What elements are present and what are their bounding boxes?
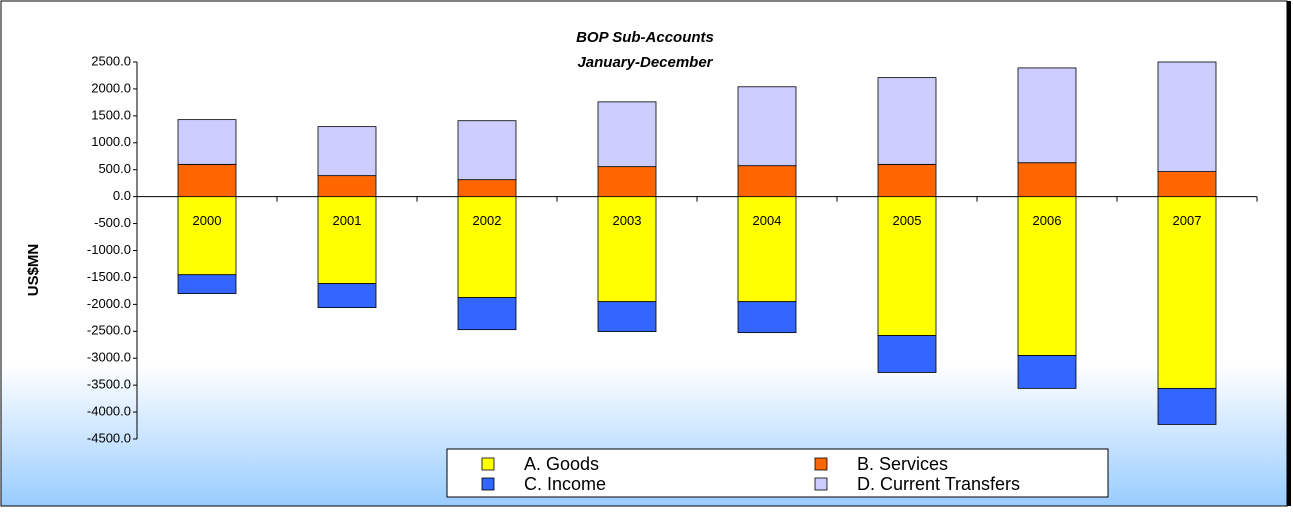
- y-tick-label: -3500.0: [87, 377, 131, 392]
- bar: [1157, 171, 1217, 198]
- legend-swatch: [814, 477, 828, 491]
- y-tick-label: -4500.0: [87, 430, 131, 445]
- category-label: 2000: [193, 213, 222, 228]
- bar: [877, 196, 937, 336]
- legend-swatch: [481, 477, 495, 491]
- legend: [446, 448, 1109, 498]
- y-tick-label: -500.0: [94, 215, 131, 230]
- y-tick-label: -2500.0: [87, 323, 131, 338]
- bar: [317, 175, 377, 198]
- category-label: 2004: [753, 213, 782, 228]
- bar: [177, 119, 237, 165]
- legend-label: B. Services: [857, 454, 948, 474]
- y-axis-label: US$MN: [25, 244, 42, 297]
- bar: [737, 86, 797, 167]
- bar: [317, 283, 377, 308]
- bar: [597, 101, 657, 168]
- y-tick-label: 500.0: [98, 161, 131, 176]
- category-label: 2001: [333, 213, 362, 228]
- y-tick-label: -2000.0: [87, 296, 131, 311]
- bar: [1157, 61, 1217, 172]
- bar: [177, 163, 237, 198]
- border-edge: [1287, 1, 1291, 506]
- legend-label: C. Income: [524, 474, 606, 494]
- category-label: 2007: [1173, 213, 1202, 228]
- bar: [1017, 67, 1077, 164]
- bar: [1157, 387, 1217, 425]
- y-tick-label: 2000.0: [91, 80, 131, 95]
- y-tick-label: -3000.0: [87, 350, 131, 365]
- category-label: 2003: [613, 213, 642, 228]
- bar: [737, 165, 797, 198]
- bar: [877, 335, 937, 373]
- bar: [317, 126, 377, 177]
- bar: [737, 196, 797, 303]
- bar: [1017, 355, 1077, 389]
- bar: [457, 297, 517, 331]
- y-tick-label: 1000.0: [91, 134, 131, 149]
- bar: [177, 274, 237, 294]
- y-tick-label: 2500.0: [91, 53, 131, 68]
- bar: [597, 301, 657, 332]
- y-tick-label: 1500.0: [91, 107, 131, 122]
- legend-label: A. Goods: [524, 454, 599, 474]
- y-tick-label: 0.0: [113, 188, 131, 203]
- legend-swatch: [814, 457, 828, 471]
- bar: [1017, 162, 1077, 198]
- bar: [177, 196, 237, 276]
- bar: [1017, 196, 1077, 356]
- y-tick-label: -4000.0: [87, 404, 131, 419]
- y-tick-label: -1000.0: [87, 242, 131, 257]
- bar: [457, 120, 517, 181]
- legend-swatch: [481, 457, 495, 471]
- y-tick-label: -1500.0: [87, 269, 131, 284]
- bar: [457, 179, 517, 198]
- bar: [317, 196, 377, 285]
- bar: [737, 301, 797, 334]
- category-label: 2006: [1033, 213, 1062, 228]
- bar: [1157, 196, 1217, 389]
- chart-subtitle: January-December: [577, 54, 713, 71]
- bar: [877, 163, 937, 198]
- category-label: 2002: [473, 213, 502, 228]
- bar: [597, 166, 657, 198]
- bar: [457, 196, 517, 299]
- bar: [877, 77, 937, 165]
- legend-label: D. Current Transfers: [857, 474, 1020, 494]
- chart-title: BOP Sub-Accounts: [576, 29, 714, 46]
- category-label: 2005: [893, 213, 922, 228]
